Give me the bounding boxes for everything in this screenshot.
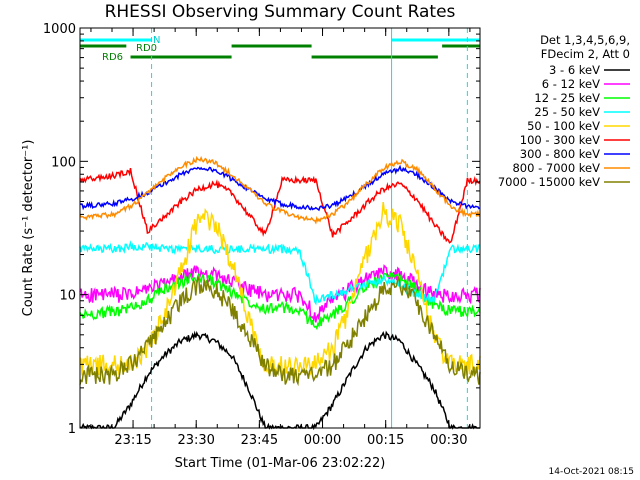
legend-label-3: 25 - 50 keV [534, 105, 600, 119]
series-line-0 [79, 330, 480, 431]
legend-label-0: 3 - 6 keV [549, 63, 600, 77]
y-axis-ticks: 1 10 100 1000 [43, 22, 480, 437]
flag-label-0: N [153, 35, 160, 46]
series-layer [79, 155, 481, 431]
legend-header-line-2: FDecim 2, Att 0 [541, 47, 630, 61]
y-tick-label-3: 1000 [43, 22, 76, 37]
x-axis-ticks: 23:15 23:30 23:45 00:00 00:15 00:30 [90, 28, 471, 448]
x-tick-label-1: 23:30 [177, 433, 214, 448]
x-axis-label: Start Time (01-Mar-06 23:02:22) [175, 456, 386, 471]
legend-label-2: 12 - 25 keV [534, 91, 600, 105]
x-tick-label-0: 23:15 [114, 433, 151, 448]
legend-label-1: 6 - 12 keV [542, 77, 600, 91]
flag-label-1: RD0 [136, 43, 157, 54]
flag-label-2: RD6 [102, 52, 123, 63]
series-line-4 [79, 202, 481, 377]
legend-label-7: 800 - 7000 keV [512, 161, 600, 175]
x-tick-label-3: 00:00 [304, 433, 341, 448]
series-line-3 [79, 240, 481, 306]
legend-label-5: 100 - 300 keV [520, 133, 600, 147]
y-axis-label: Count Rate (s⁻¹ detector⁻¹) [21, 140, 36, 317]
x-tick-label-4: 00:15 [367, 433, 404, 448]
legend-header-line-1: Det 1,3,4,5,6,9, [540, 33, 630, 47]
series-line-7 [79, 155, 481, 225]
y-tick-label-1: 10 [59, 289, 76, 304]
legend-label-6: 300 - 800 keV [520, 147, 600, 161]
footer-timestamp: 14-Oct-2021 08:15 [549, 467, 634, 477]
legend-label-4: 50 - 100 keV [527, 119, 600, 133]
y-tick-label-2: 100 [51, 155, 76, 170]
series-line-8 [79, 276, 481, 387]
x-tick-label-2: 23:45 [241, 433, 278, 448]
series-line-5 [79, 167, 481, 244]
x-tick-label-5: 00:30 [430, 433, 467, 448]
legend-label-8: 7000 - 15000 keV [498, 175, 600, 189]
chart-title: RHESSI Observing Summary Count Rates [105, 2, 456, 22]
series-line-1 [79, 264, 481, 323]
series-line-2 [79, 272, 481, 331]
legend: Det 1,3,4,5,6,9, FDecim 2, Att 0 3 - 6 k… [498, 33, 630, 189]
y-tick-label-0: 1 [68, 422, 76, 437]
